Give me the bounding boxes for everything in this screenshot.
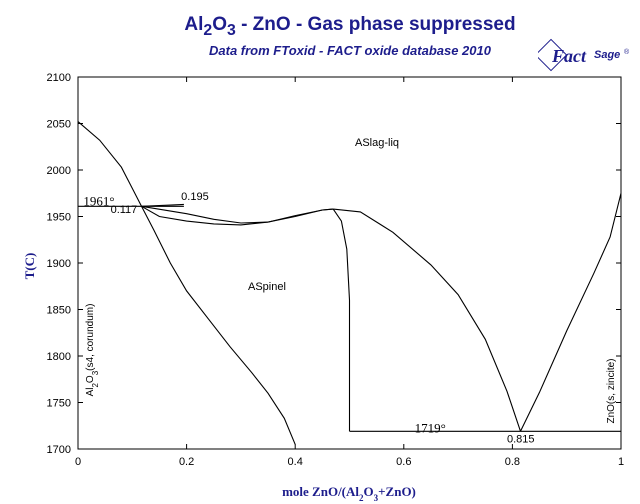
annotation-label: 0.815 <box>507 433 535 445</box>
phase-label-aslag-liq: ASlag-liq <box>355 137 399 149</box>
left-edge-phase-label: Al2O3(s4, corundum) <box>85 304 100 397</box>
y-tick-label: 2050 <box>47 119 71 131</box>
y-tick-label: 1900 <box>47 258 71 270</box>
logo-text-fact: Fact <box>551 46 587 66</box>
series-line-liquidus-spinel <box>141 205 334 224</box>
series-layer <box>77 121 622 445</box>
phase-label-aspinel: ASpinel <box>248 281 286 293</box>
annotation-layer: 1961°0.117 0.195 1719° 0.815 <box>83 191 534 446</box>
x-tick-label: 0.2 <box>179 456 194 468</box>
x-tick-layer: 0 0.2 0.4 0.6 0.8 1 <box>75 77 624 468</box>
logo-mark: ® <box>624 48 630 56</box>
x-tick-label: 0 <box>75 456 81 468</box>
y-tick-layer: 1700 1750 1800 1850 1900 1950 2000 2050 2100 <box>47 72 621 456</box>
right-edge-phase-label: ZnO(s, zincite) <box>606 358 617 423</box>
x-tick-label: 0.4 <box>288 456 303 468</box>
series-line-spinel-right-boundary <box>332 208 351 432</box>
y-axis-title: T(C) <box>22 253 37 280</box>
x-tick-label: 1 <box>618 456 624 468</box>
series-line-liquidus-left <box>77 121 142 207</box>
chart-title: Al2O3 - ZnO - Gas phase suppressed <box>184 14 516 39</box>
x-axis-title: mole ZnO/(Al2O3+ZnO) <box>282 484 416 503</box>
y-tick-label: 2000 <box>47 165 71 177</box>
factsage-logo: Fact Sage ® <box>538 38 630 72</box>
y-tick-label: 1700 <box>47 444 71 456</box>
series-line-liquidus-zincite <box>520 193 622 432</box>
y-tick-label: 1950 <box>47 212 71 224</box>
annotation-label: 1961° <box>83 193 114 208</box>
series-line-liquidus-zno-side <box>333 208 522 432</box>
y-tick-label: 1850 <box>47 305 71 317</box>
x-tick-label: 0.6 <box>396 456 411 468</box>
logo-text-sage: Sage <box>594 49 620 61</box>
series-line-spinel-left-boundary <box>141 206 296 445</box>
x-tick-label: 0.8 <box>505 456 520 468</box>
annotation-label: 1719° <box>415 420 446 435</box>
annotation-label: 0.117 <box>111 204 138 216</box>
annotation-label: 0.195 <box>181 191 209 203</box>
y-tick-label: 1750 <box>47 398 71 410</box>
y-tick-label: 1800 <box>47 351 71 363</box>
chart-subtitle: Data from FToxid - FACT oxide database 2… <box>209 43 491 58</box>
series-line-solidus-spinel <box>141 205 334 226</box>
y-tick-label: 2100 <box>47 72 71 84</box>
